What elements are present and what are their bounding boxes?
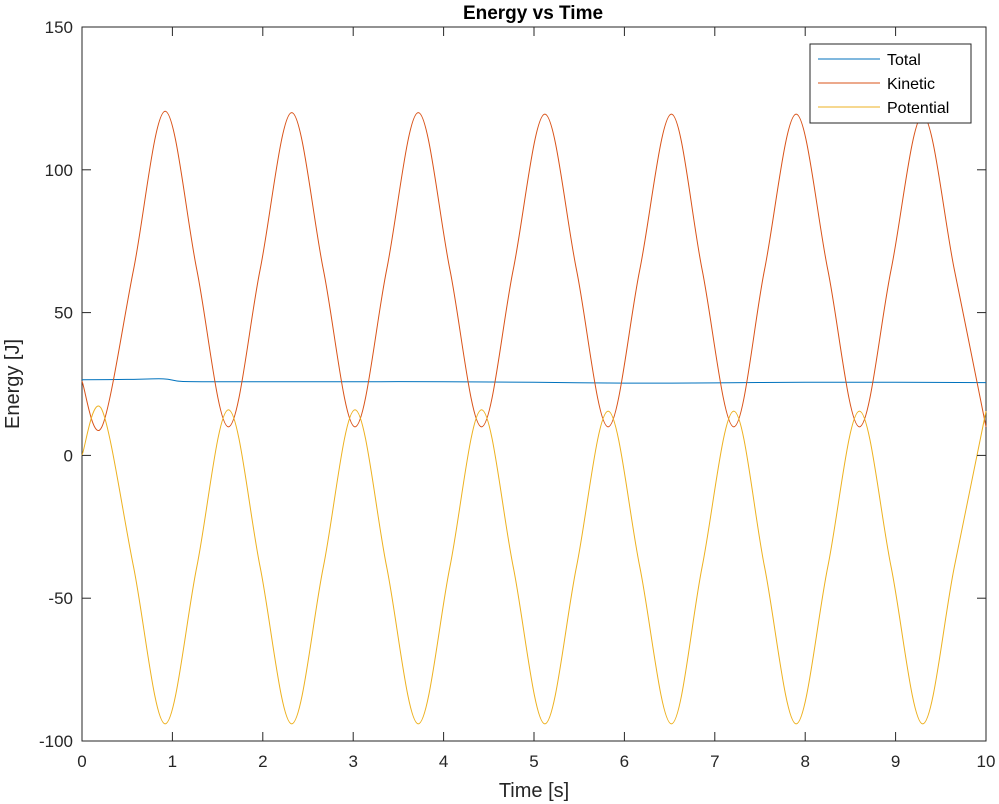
y-axis-label: Energy [J] bbox=[2, 339, 24, 429]
x-tick-label: 10 bbox=[977, 752, 996, 771]
x-tick-label: 4 bbox=[439, 752, 448, 771]
legend-label-potential: Potential bbox=[887, 100, 949, 117]
y-tick-label: 50 bbox=[54, 304, 73, 323]
x-axis: 0 1 2 3 4 5 6 7 8 9 10 bbox=[77, 27, 995, 771]
x-axis-label: Time [s] bbox=[499, 780, 569, 802]
x-tick-label: 9 bbox=[891, 752, 900, 771]
legend-label-total: Total bbox=[887, 52, 921, 69]
y-tick-label: 150 bbox=[45, 18, 73, 37]
x-tick-label: 7 bbox=[710, 752, 719, 771]
y-tick-label: -50 bbox=[48, 589, 73, 608]
series-layer bbox=[81, 110, 987, 725]
series-line-total bbox=[81, 378, 987, 384]
y-axis: -100 -50 0 50 100 150 bbox=[39, 18, 986, 751]
y-tick-label: 0 bbox=[64, 446, 73, 465]
series-line-kinetic bbox=[81, 110, 987, 431]
x-tick-label: 3 bbox=[348, 752, 357, 771]
series-line-potential bbox=[81, 405, 987, 725]
x-tick-label: 1 bbox=[168, 752, 177, 771]
y-tick-label: -100 bbox=[39, 732, 73, 751]
y-tick-label: 100 bbox=[45, 161, 73, 180]
x-tick-label: 2 bbox=[258, 752, 267, 771]
plot-area bbox=[81, 26, 987, 742]
x-tick-label: 0 bbox=[77, 752, 86, 771]
x-tick-label: 5 bbox=[529, 752, 538, 771]
x-tick-label: 6 bbox=[620, 752, 629, 771]
x-tick-label: 8 bbox=[800, 752, 809, 771]
legend-label-kinetic: Kinetic bbox=[887, 76, 935, 93]
chart-title: Energy vs Time bbox=[463, 3, 603, 24]
legend: Total Kinetic Potential bbox=[809, 43, 972, 124]
